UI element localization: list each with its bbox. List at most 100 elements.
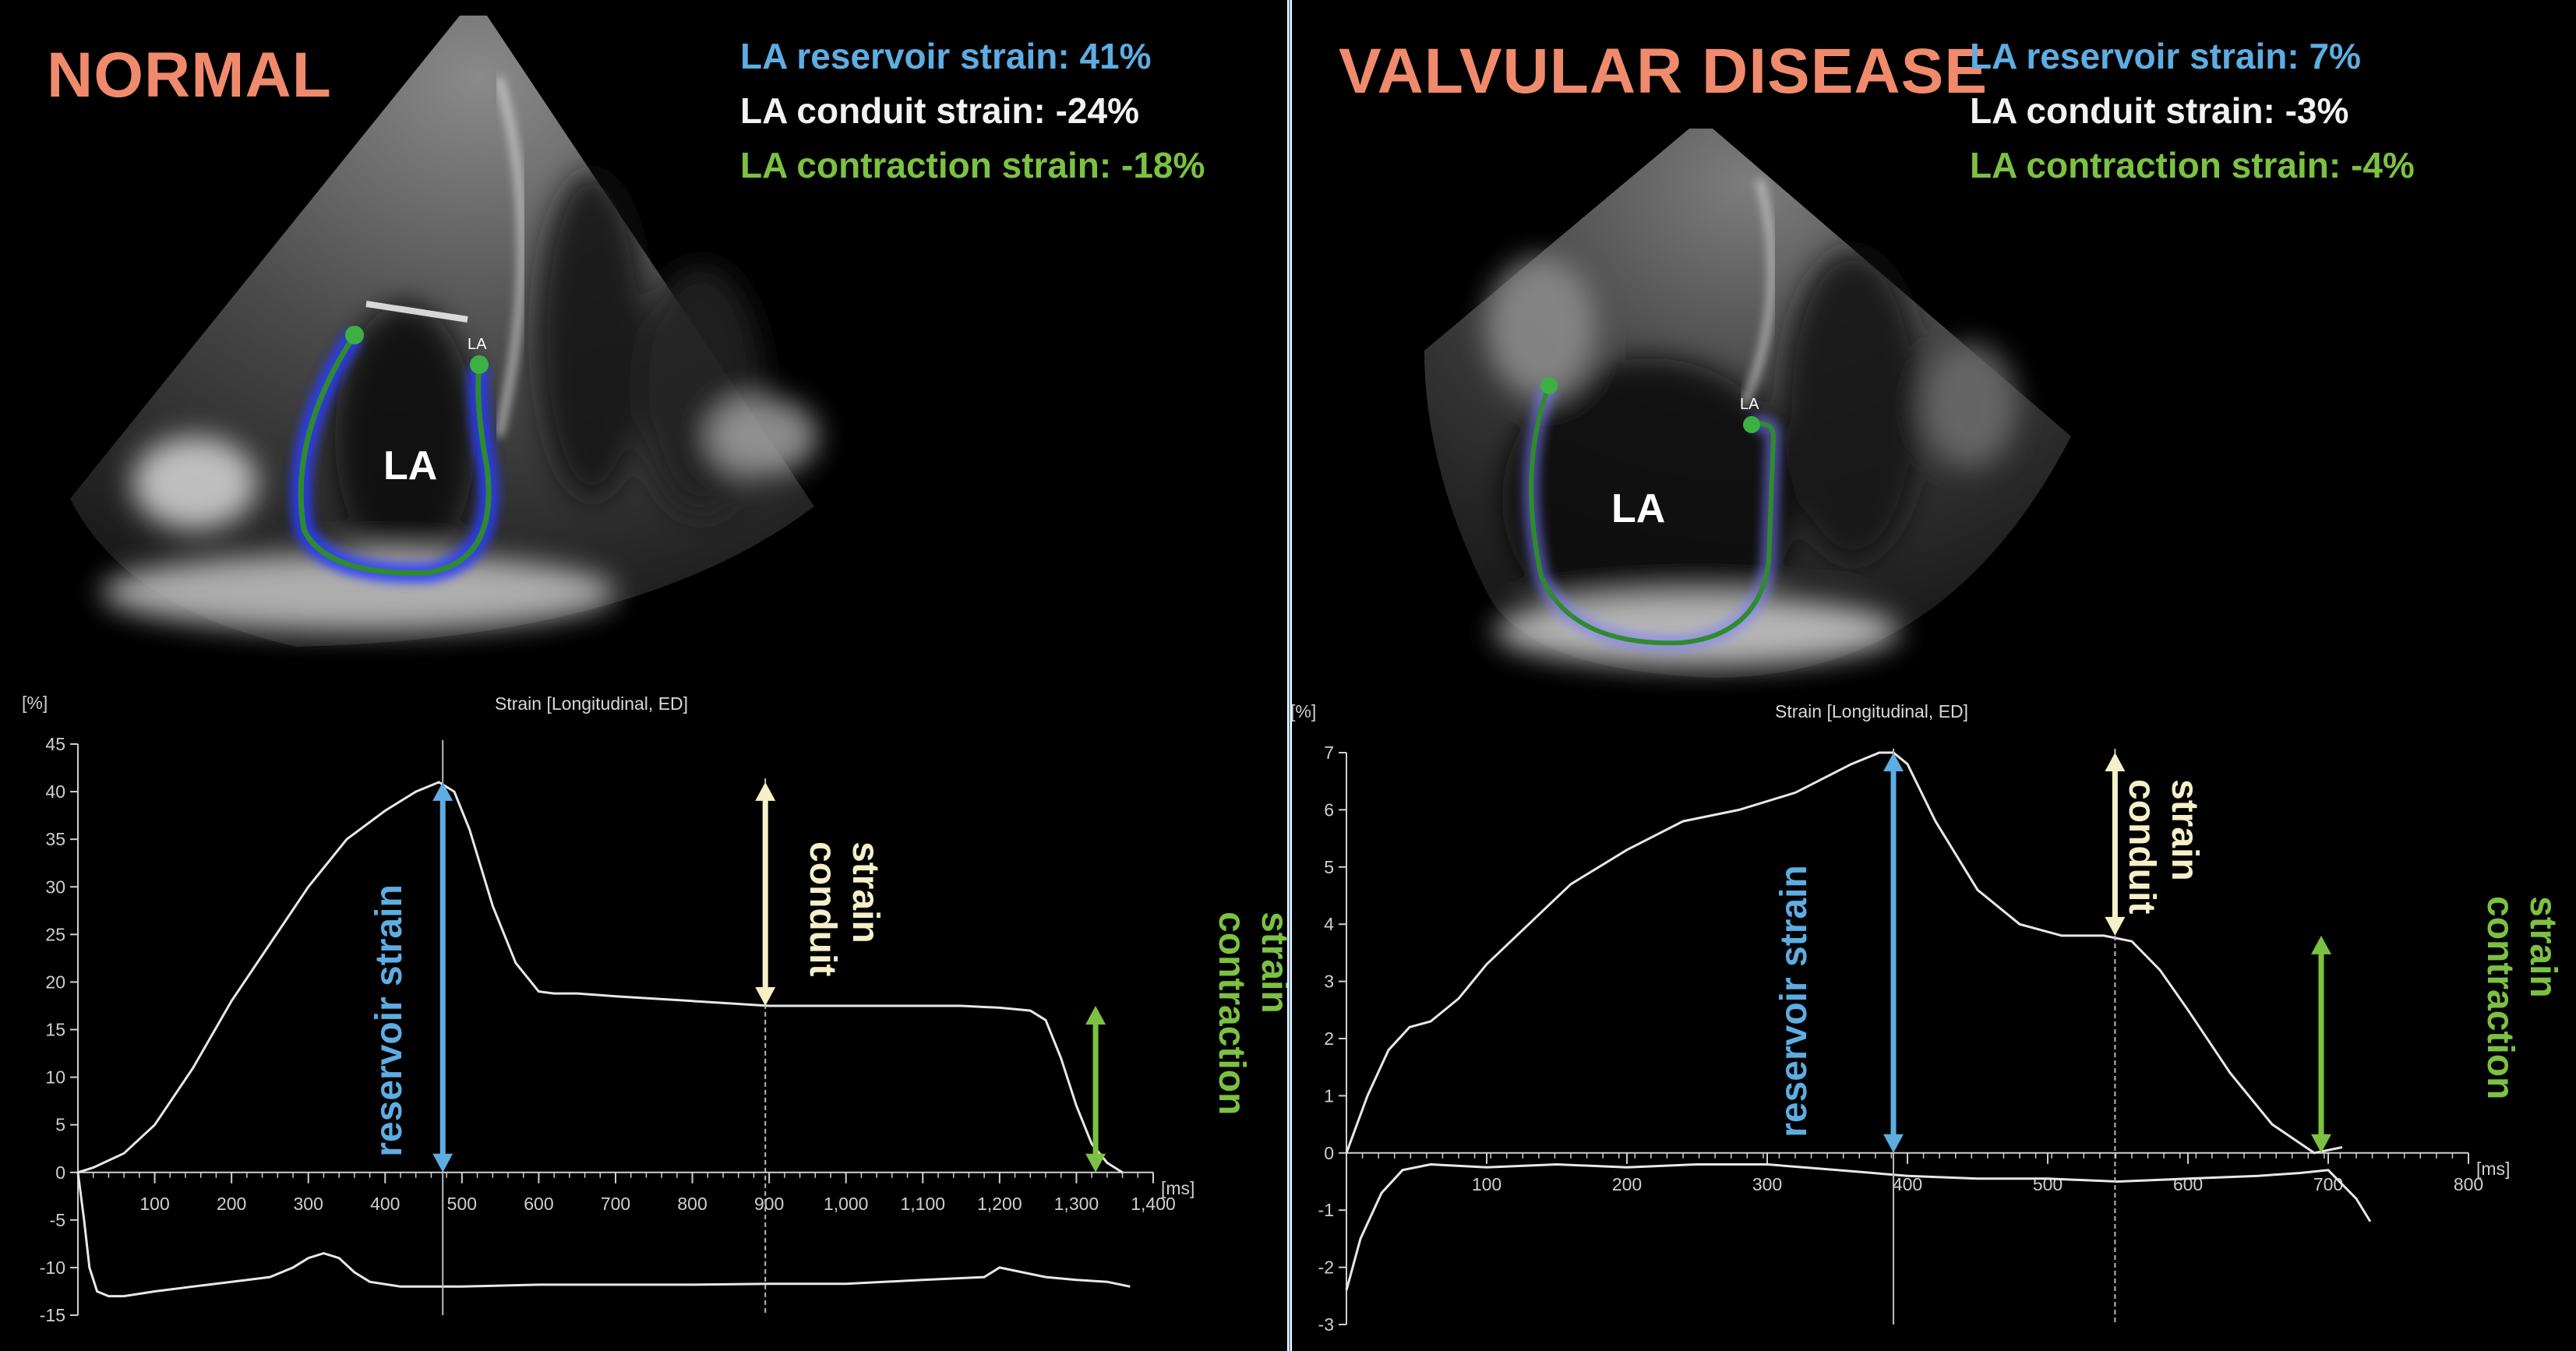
valvular-strain-trace-2 (1345, 1162, 2372, 1291)
valvular-y-tick-label: 6 (1324, 799, 1334, 820)
normal-reservoir-arrow-head-top (432, 781, 453, 801)
normal-reservoir-label-text: reservoir strain (369, 884, 410, 1157)
normal-reservoir-arrow-head-bottom (432, 1153, 453, 1173)
valvular-x-tick-label: 300 (1752, 1174, 1782, 1194)
valvular-y-tick-label: -3 (1318, 1314, 1334, 1335)
normal-x-axis-unit: [ms] (1161, 1178, 1194, 1198)
valvular-contour-marker-right (1743, 416, 1760, 433)
normal-contraction-arrow-head-bottom (1085, 1153, 1106, 1173)
valvular-y-tick-label: 7 (1324, 743, 1334, 763)
valvular-y-tick-label: 3 (1324, 972, 1334, 992)
normal-contraction-strain-text: LA contraction strain: -18% (740, 145, 1205, 185)
normal-x-tick-label: 800 (677, 1194, 707, 1214)
valvular-contraction-arrow-head-bottom (2311, 1134, 2331, 1153)
normal-la-contour (298, 333, 492, 576)
normal-y-tick-label: -15 (40, 1305, 65, 1325)
panel-divider (1287, 0, 1292, 1351)
normal-contour-marker-right (470, 355, 489, 374)
valvular-contraction-arrow-head-top (2311, 935, 2331, 954)
valvular-echo-image: LA LA (1424, 129, 2071, 678)
normal-y-tick-label: 35 (45, 829, 65, 849)
valvular-conduit-arrow-head-bottom (2105, 916, 2126, 936)
normal-contraction-label: contraction strain (1211, 912, 1287, 1115)
normal-heading: NORMAL (47, 40, 332, 111)
valvular-reservoir-label-text: reservoir strain (1773, 865, 1815, 1138)
valvular-contraction-label-line: strain (2522, 896, 2564, 998)
valvular-y-axis-unit: [%] (1292, 701, 1316, 721)
normal-y-tick-label: 20 (45, 972, 65, 992)
normal-x-tick-label: 1,100 (901, 1194, 946, 1214)
normal-y-tick-label: -10 (40, 1258, 65, 1278)
valvular-reservoir-arrow (1883, 753, 1904, 1153)
valvular-chamber-label: LA (1611, 486, 1665, 531)
valvular-contour-marker-left (1540, 377, 1558, 394)
normal-chamber-label: LA (383, 443, 437, 489)
normal-y-tick-label: 0 (55, 1162, 65, 1183)
valvular-strain-trace-1 (1345, 751, 2343, 1155)
normal-reservoir-label: reservoir strain (369, 884, 410, 1157)
valvular-y-tick-label: 5 (1324, 857, 1334, 877)
normal-y-tick-label: 30 (45, 877, 65, 897)
normal-panel: NORMAL LA reservoir strain: 41% LA condu… (0, 0, 1287, 1351)
valvular-reservoir-label: reservoir strain (1773, 865, 1815, 1138)
normal-x-tick-label: 200 (217, 1194, 246, 1214)
normal-y-tick-label: 15 (45, 1020, 65, 1040)
valvular-panel: VALVULAR DISEASE LA reservoir strain: 7%… (1292, 0, 2576, 1351)
normal-x-tick-label: 100 (139, 1194, 169, 1214)
normal-contraction-label-line: strain (1254, 912, 1287, 1014)
valvular-chart-title: Strain [Longitudinal, ED] (1775, 701, 1969, 721)
valvular-y-tick-label: 1 (1324, 1085, 1334, 1106)
normal-y-tick-label: 5 (55, 1115, 65, 1135)
normal-chart-title: Strain [Longitudinal, ED] (495, 693, 689, 714)
normal-strain-trace-2 (76, 1172, 1131, 1298)
valvular-x-axis-unit: [ms] (2476, 1159, 2510, 1179)
normal-y-tick-label: 10 (45, 1067, 65, 1088)
normal-conduit-arrow-head-top (755, 781, 776, 801)
valvular-x-tick-label: 100 (1472, 1174, 1501, 1194)
valvular-marker-label: LA (1740, 396, 1759, 413)
valvular-x-tick-label: 600 (2173, 1174, 2203, 1194)
valvular-y-tick-label: 0 (1324, 1143, 1334, 1163)
normal-strain-chart: 45 40 35 30 25 20 15 10 5 0 -5 -10 -15 [%] 100 200 300 40… (22, 693, 1287, 1325)
valvular-conduit-label-line: conduit (2121, 779, 2162, 914)
valvular-contraction-label-line: contraction (2479, 896, 2521, 1099)
normal-conduit-arrow-head-bottom (755, 986, 776, 1006)
valvular-conduit-strain-text: LA conduit strain: -3% (1970, 90, 2349, 131)
valvular-y-tick-label: 4 (1324, 914, 1334, 934)
normal-y-tick-label: -5 (50, 1210, 65, 1230)
normal-x-tick-label: 300 (294, 1194, 323, 1214)
normal-echo-image: LA LA (70, 16, 818, 647)
normal-x-tick-label: 900 (754, 1194, 784, 1214)
valvular-x-tick-label: 500 (2033, 1174, 2063, 1194)
valvular-reservoir-arrow-head-bottom (1883, 1134, 1904, 1153)
normal-contraction-arrow-head-top (1085, 1005, 1106, 1025)
valvular-y-tick-label: 2 (1324, 1028, 1334, 1049)
valvular-heading: VALVULAR DISEASE (1339, 36, 1988, 107)
normal-y-tick-label: 45 (45, 734, 65, 754)
valvular-la-contour (1529, 384, 1777, 646)
normal-reservoir-strain-text: LA reservoir strain: 41% (740, 36, 1152, 76)
normal-reservoir-arrow (432, 781, 453, 1173)
valvular-y-tick-label: -1 (1318, 1200, 1334, 1220)
valvular-contraction-label: contraction strain (2479, 896, 2564, 1099)
normal-strain-trace-1 (77, 781, 1124, 1174)
valvular-reservoir-strain-text: LA reservoir strain: 7% (1970, 36, 2361, 76)
normal-contour-marker-left (345, 326, 364, 344)
normal-y-tick-label: 25 (45, 924, 65, 944)
normal-conduit-label-line: conduit (802, 841, 843, 976)
normal-conduit-label: conduit strain (802, 841, 886, 976)
valvular-contraction-strain-text: LA contraction strain: -4% (1970, 145, 2415, 185)
normal-x-tick-label: 1,400 (1131, 1194, 1176, 1214)
normal-x-tick-label: 500 (447, 1194, 477, 1214)
valvular-conduit-arrow (2105, 753, 2126, 936)
normal-x-tick-label: 1,000 (824, 1194, 869, 1214)
valvular-contraction-arrow (2311, 935, 2331, 1153)
normal-x-tick-label: 1,200 (977, 1194, 1022, 1214)
valvular-x-tick-label: 700 (2313, 1174, 2343, 1194)
normal-contraction-arrow (1085, 1005, 1106, 1173)
normal-contraction-label-line: contraction (1211, 912, 1252, 1115)
normal-x-tick-label: 600 (524, 1194, 553, 1214)
normal-x-tick-label: 1,300 (1054, 1194, 1099, 1214)
normal-x-tick-label: 400 (370, 1194, 400, 1214)
valvular-conduit-arrow-head-top (2105, 753, 2126, 771)
